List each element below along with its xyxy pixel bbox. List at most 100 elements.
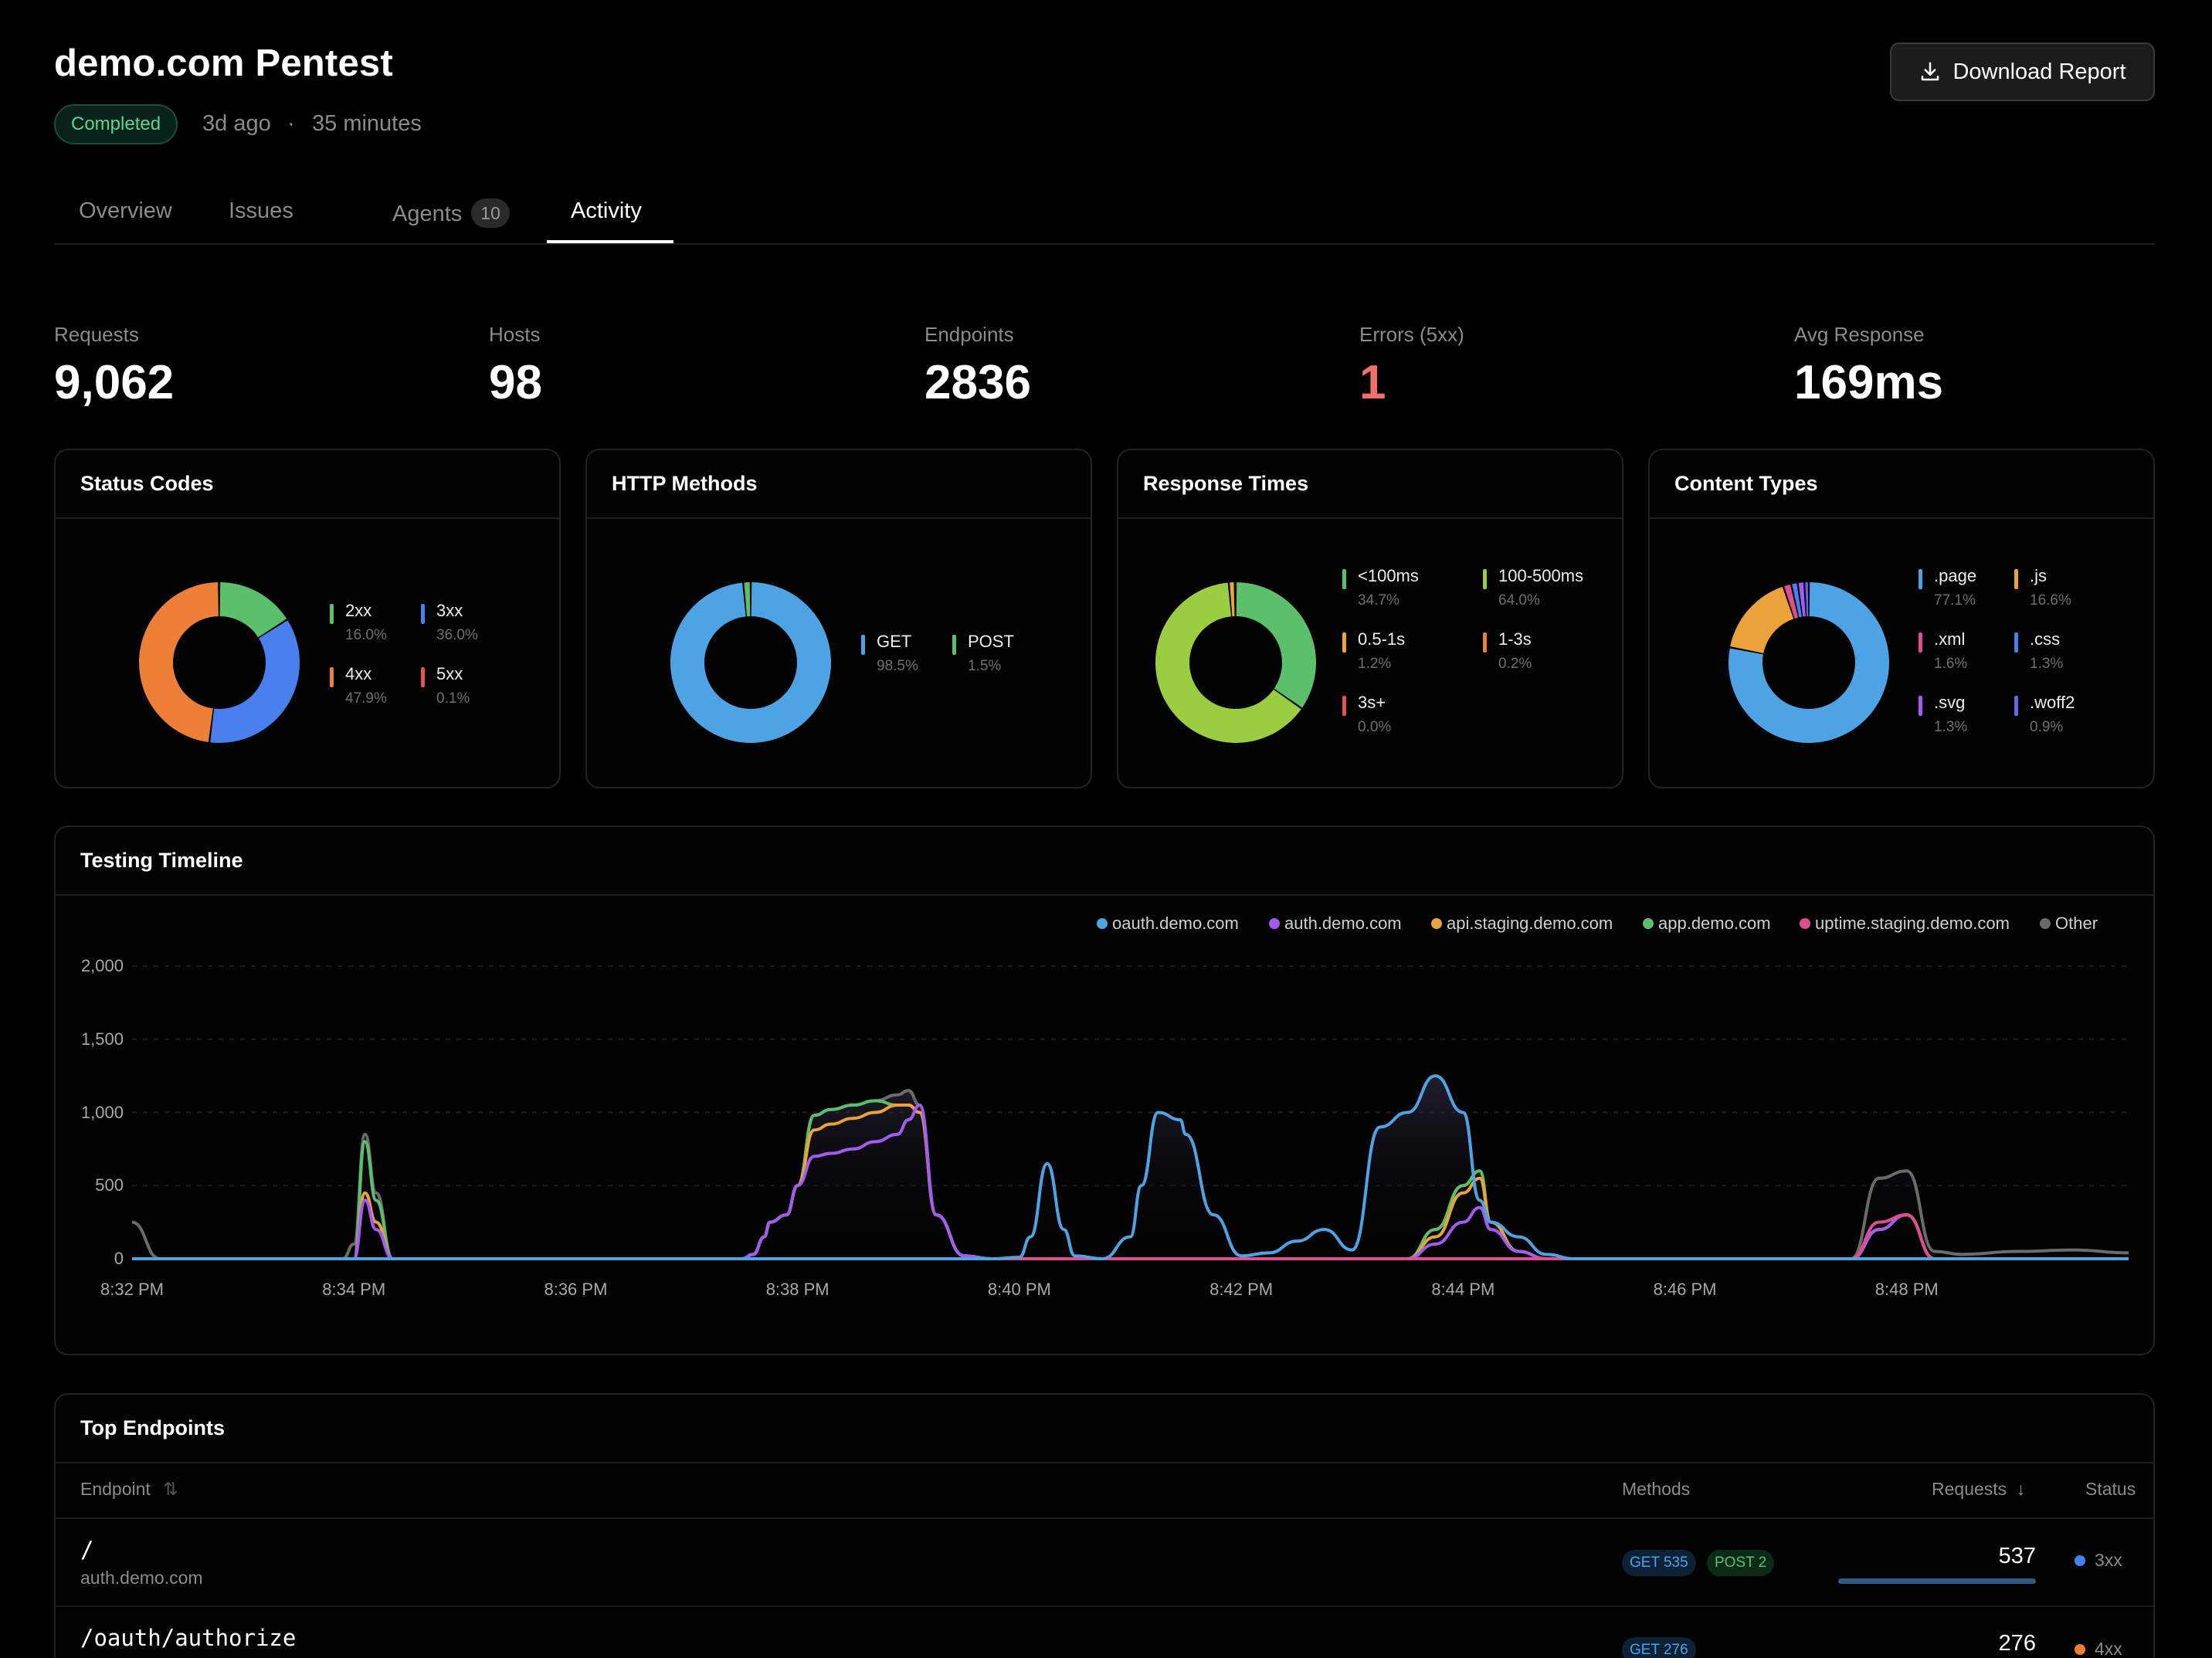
legend-label: 2xx bbox=[345, 601, 372, 620]
testing-timeline-card: Testing Timeline bbox=[54, 826, 2155, 1355]
legend-dot bbox=[2040, 918, 2051, 929]
response-times-donut bbox=[1155, 582, 1316, 743]
donut-slice-page[interactable] bbox=[1729, 582, 1889, 743]
status-codes-donut bbox=[139, 582, 300, 743]
donut-slice-svg[interactable] bbox=[1798, 582, 1806, 617]
meta-separator: · bbox=[287, 111, 295, 136]
response-times-card: Response Times <100ms 34.7% 100-500ms 64.0%… bbox=[1117, 449, 1623, 788]
timeline-legend-uptime-staging-demo-com[interactable]: uptime.staging.demo.com bbox=[1800, 914, 2010, 934]
legend-swatch bbox=[1342, 632, 1346, 653]
legend-percent: 0.0% bbox=[1358, 719, 1392, 735]
timeline-legend-auth-demo-com[interactable]: auth.demo.com bbox=[1269, 914, 1402, 934]
status-badge: Completed bbox=[54, 104, 178, 144]
content-types-card: Content Types .page 77.1% .js 16.6% .xml 1.6%… bbox=[1648, 449, 2155, 788]
timeline-legend-api-staging-demo-com[interactable]: api.staging.demo.com bbox=[1431, 914, 1613, 934]
stat-endpoints-label: Endpoints bbox=[924, 323, 1014, 346]
legend-label: GET bbox=[877, 632, 912, 651]
legend-label: api.staging.demo.com bbox=[1447, 914, 1613, 933]
download-report-label: Download Report bbox=[1952, 59, 2126, 84]
scan-duration: 35 minutes bbox=[312, 111, 422, 136]
legend-swatch bbox=[330, 667, 334, 687]
x-tick-label: 8:38 PM bbox=[765, 1280, 830, 1299]
legend-label: 1-3s bbox=[1498, 629, 1532, 649]
stat-requests-value: 9,062 bbox=[54, 356, 175, 409]
legend-percent: 34.7% bbox=[1358, 592, 1399, 609]
y-tick-label: 2,000 bbox=[80, 956, 124, 975]
legend-percent: 77.1% bbox=[1934, 592, 1976, 609]
donut-slice-xml[interactable] bbox=[1784, 584, 1799, 619]
tabs-divider bbox=[54, 243, 2155, 245]
requests-column-header[interactable]: Requests ↓ bbox=[1932, 1479, 2025, 1500]
legend-percent: 1.3% bbox=[1934, 719, 1968, 735]
legend-label: Other bbox=[2055, 914, 2098, 933]
legend-label: 100-500ms bbox=[1498, 566, 1584, 585]
legend-swatch bbox=[421, 667, 425, 687]
donut-slice-2xx[interactable] bbox=[219, 582, 287, 638]
sort-desc-icon[interactable]: ↓ bbox=[2016, 1479, 2026, 1499]
request-share-fill bbox=[1838, 1578, 2036, 1584]
timeline-legend-app-demo-com[interactable]: app.demo.com bbox=[1643, 914, 1771, 934]
timeline-legend-oauth-demo-com[interactable]: oauth.demo.com bbox=[1097, 914, 1239, 934]
tab-overview[interactable]: Overview bbox=[79, 198, 172, 223]
donut-slice-100ms[interactable] bbox=[1236, 582, 1316, 708]
legend-swatch bbox=[1919, 569, 1922, 589]
card-title: Top Endpoints bbox=[56, 1395, 2153, 1463]
legend-label: .woff2 bbox=[2030, 693, 2075, 712]
legend-dot bbox=[1800, 918, 1810, 929]
card-title: Testing Timeline bbox=[56, 827, 2153, 896]
endpoint-path: / bbox=[80, 1537, 94, 1563]
donut-slice-post[interactable] bbox=[744, 582, 751, 617]
donut-slice-100-500ms[interactable] bbox=[1155, 582, 1301, 743]
donut-slice-woff2[interactable] bbox=[1805, 582, 1809, 617]
legend-swatch bbox=[1919, 632, 1922, 653]
donut-slice-3xx[interactable] bbox=[210, 620, 300, 743]
active-tab-indicator bbox=[547, 240, 673, 243]
http-methods-donut bbox=[670, 582, 831, 743]
status-cell: 4xx bbox=[2075, 1639, 2122, 1658]
stat-hosts-value: 98 bbox=[489, 356, 542, 409]
donut-slice-js[interactable] bbox=[1730, 586, 1794, 653]
card-title: Status Codes bbox=[56, 450, 559, 519]
legend-label: uptime.staging.demo.com bbox=[1815, 914, 2010, 933]
tab-activity[interactable]: Activity bbox=[571, 198, 642, 223]
sort-icon[interactable]: ⇅ bbox=[163, 1479, 178, 1499]
legend-label: 5xx bbox=[436, 664, 463, 683]
timeline-legend-other[interactable]: Other bbox=[2040, 914, 2098, 934]
stat-errors-value: 1 bbox=[1359, 356, 1386, 409]
legend-dot bbox=[1431, 918, 1442, 929]
legend-percent: 0.9% bbox=[2030, 719, 2064, 735]
legend-dot bbox=[1269, 918, 1280, 929]
x-tick-label: 8:34 PM bbox=[322, 1280, 386, 1299]
donut-slice-css[interactable] bbox=[1792, 583, 1802, 618]
stat-avg-response-label: Avg Response bbox=[1794, 323, 1925, 346]
legend-label: .css bbox=[2030, 629, 2061, 649]
endpoint-column-header[interactable]: Endpoint ⇅ bbox=[80, 1479, 178, 1500]
legend-swatch bbox=[1483, 632, 1487, 653]
y-tick-label: 0 bbox=[114, 1249, 124, 1268]
legend-swatch bbox=[1483, 569, 1487, 589]
x-tick-label: 8:42 PM bbox=[1209, 1280, 1274, 1299]
request-count: 537 bbox=[1998, 1544, 2036, 1568]
requests-header-label: Requests bbox=[1932, 1479, 2007, 1499]
legend-percent: 98.5% bbox=[877, 658, 918, 674]
download-report-button[interactable]: Download Report bbox=[1890, 42, 2155, 101]
top-endpoints-card: Top Endpoints bbox=[54, 1393, 2155, 1658]
legend-swatch bbox=[421, 604, 425, 624]
tab-agents[interactable]: Agents 10 bbox=[392, 198, 510, 228]
legend-swatch bbox=[1919, 696, 1922, 716]
legend-swatch bbox=[2014, 632, 2018, 653]
donut-slice-get[interactable] bbox=[670, 582, 831, 743]
legend-label: 4xx bbox=[345, 664, 372, 683]
donut-slice-0-5-1s[interactable] bbox=[1230, 582, 1235, 617]
legend-percent: 16.6% bbox=[2030, 592, 2071, 609]
stat-hosts-label: Hosts bbox=[489, 323, 541, 346]
x-tick-label: 8:48 PM bbox=[1874, 1280, 1939, 1299]
legend-label: .svg bbox=[1934, 693, 1966, 712]
donut-slice-4xx[interactable] bbox=[139, 582, 219, 743]
endpoint-host: auth.demo.com bbox=[80, 1568, 203, 1588]
legend-label: 3xx bbox=[436, 601, 463, 620]
stat-avg-response-value: 169ms bbox=[1794, 356, 1944, 409]
legend-swatch bbox=[330, 604, 334, 624]
tab-issues[interactable]: Issues bbox=[229, 198, 293, 223]
